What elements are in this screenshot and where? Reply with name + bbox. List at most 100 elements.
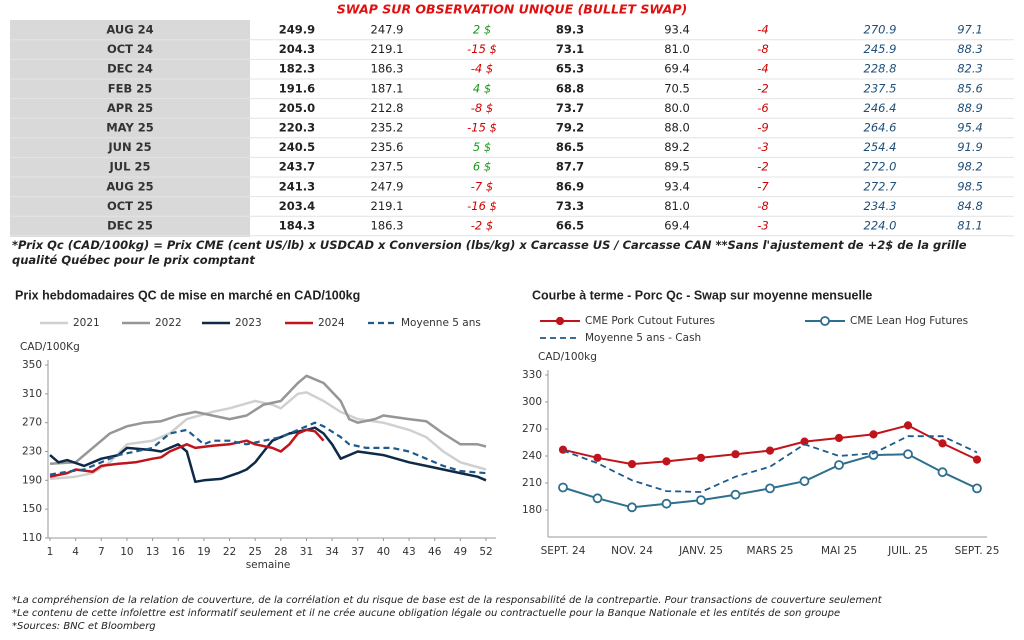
chart-title: Prix hebdomadaires QC de mise en marché … bbox=[15, 288, 360, 302]
point bbox=[903, 421, 913, 430]
table-cell: 249.9 bbox=[279, 23, 315, 37]
note: *La compréhension de la relation de couv… bbox=[12, 595, 882, 606]
point bbox=[937, 467, 948, 478]
table-cell: 82.3 bbox=[957, 62, 983, 76]
table-cell: -7 bbox=[757, 179, 769, 193]
table-cell: -4 bbox=[757, 23, 768, 37]
table-cell: 224.0 bbox=[864, 219, 897, 233]
table-cell: 97.1 bbox=[957, 23, 983, 37]
y-tick-label: 110 bbox=[22, 532, 42, 544]
point bbox=[730, 489, 741, 500]
table-cell: 205.0 bbox=[279, 101, 315, 115]
table-cell: 182.3 bbox=[279, 62, 315, 76]
x-tick-label: NOV. 24 bbox=[611, 545, 653, 557]
point bbox=[592, 493, 603, 504]
y-axis-label: CAD/100Kg bbox=[20, 341, 80, 353]
y-tick-label: 330 bbox=[522, 369, 542, 381]
table-cell: 264.6 bbox=[864, 121, 897, 135]
x-tick-label: 31 bbox=[300, 546, 313, 558]
row-label: JUL 25 bbox=[109, 160, 151, 174]
table-cell: 247.9 bbox=[371, 23, 404, 37]
table-cell: 187.1 bbox=[371, 81, 404, 95]
table-cell: 219.1 bbox=[371, 199, 404, 213]
x-tick-label: 22 bbox=[223, 546, 236, 558]
table-cell: -9 bbox=[757, 121, 768, 135]
x-tick-label: 25 bbox=[248, 546, 261, 558]
point bbox=[627, 459, 637, 469]
row-label: MAY 25 bbox=[106, 121, 154, 135]
row-label: AUG 24 bbox=[106, 23, 153, 37]
table-cell: 4 $ bbox=[473, 81, 491, 95]
table-cell: 73.3 bbox=[556, 199, 584, 213]
point bbox=[696, 453, 706, 462]
table-cell: 219.1 bbox=[371, 42, 404, 56]
series-line bbox=[49, 421, 487, 476]
table-cell: 272.7 bbox=[864, 179, 898, 193]
table-cell: 95.4 bbox=[957, 121, 983, 135]
table-cell: 186.3 bbox=[371, 219, 404, 233]
row-label: DEC 24 bbox=[107, 62, 153, 76]
legend-label: 2022 bbox=[155, 317, 182, 329]
x-tick-label: 43 bbox=[402, 546, 415, 558]
table-cell: 272.0 bbox=[864, 160, 897, 174]
y-tick-label: 240 bbox=[522, 450, 542, 462]
table-cell: -7 $ bbox=[471, 179, 493, 193]
x-tick-label: 52 bbox=[479, 546, 492, 558]
point bbox=[938, 439, 947, 448]
table-cell: 93.4 bbox=[664, 23, 690, 37]
table-cell: 235.6 bbox=[371, 140, 404, 154]
table-cell: 81.1 bbox=[957, 219, 983, 233]
point bbox=[869, 430, 878, 439]
table-cell: 270.9 bbox=[864, 23, 897, 37]
point bbox=[558, 482, 568, 493]
table-cell: -2 bbox=[757, 160, 768, 174]
point bbox=[731, 450, 740, 459]
x-tick-label: 34 bbox=[325, 546, 339, 558]
table-cell: 186.3 bbox=[371, 62, 404, 76]
table-cell: 245.9 bbox=[864, 42, 897, 56]
point bbox=[903, 449, 913, 460]
point bbox=[972, 455, 982, 464]
point bbox=[972, 483, 982, 494]
table-cell: 86.9 bbox=[556, 179, 584, 193]
table-cell: 84.8 bbox=[957, 199, 983, 213]
table-cell: 247.9 bbox=[371, 179, 404, 193]
x-tick-label: JUIL. 25 bbox=[887, 545, 928, 557]
table-cell: 204.3 bbox=[279, 42, 315, 56]
table-cell: 69.4 bbox=[664, 219, 690, 233]
point bbox=[765, 483, 775, 494]
label-column-bg bbox=[10, 20, 250, 237]
series-line bbox=[49, 428, 325, 478]
point bbox=[661, 498, 672, 509]
table-cell: 88.3 bbox=[957, 42, 983, 56]
series-line bbox=[562, 435, 978, 493]
table-cell: 86.5 bbox=[556, 140, 584, 154]
table-cell: 88.0 bbox=[664, 121, 690, 135]
table-cell: 89.5 bbox=[664, 160, 690, 174]
point bbox=[799, 476, 810, 487]
table-cell: 243.7 bbox=[279, 160, 315, 174]
table-cell: 85.6 bbox=[957, 81, 983, 95]
table-cell: 66.5 bbox=[556, 219, 584, 233]
table-cell: 73.7 bbox=[556, 101, 584, 115]
x-tick-label: 4 bbox=[72, 546, 79, 558]
table-cell: 79.2 bbox=[556, 121, 584, 135]
table-title: SWAP SUR OBSERVATION UNIQUE (BULLET SWAP… bbox=[337, 2, 687, 17]
y-tick-label: 150 bbox=[22, 503, 42, 515]
table-cell: 203.4 bbox=[279, 199, 315, 213]
x-tick-label: MAI 25 bbox=[821, 545, 857, 557]
x-tick-label: 1 bbox=[47, 546, 54, 558]
x-tick-label: 28 bbox=[274, 546, 287, 558]
table-cell: -15 $ bbox=[467, 121, 497, 135]
x-tick-label: SEPT. 24 bbox=[541, 545, 586, 557]
table-cell: 93.4 bbox=[664, 179, 690, 193]
series-line bbox=[49, 426, 487, 484]
x-tick-label: MARS 25 bbox=[747, 545, 794, 557]
x-axis-label: semaine bbox=[246, 559, 291, 571]
legend-label: 2021 bbox=[73, 317, 100, 329]
table-cell: -2 bbox=[757, 81, 768, 95]
table-cell: -8 $ bbox=[471, 101, 493, 115]
legend-marker bbox=[555, 316, 565, 326]
y-tick-label: 190 bbox=[22, 474, 42, 486]
table-cell: 91.9 bbox=[957, 140, 983, 154]
